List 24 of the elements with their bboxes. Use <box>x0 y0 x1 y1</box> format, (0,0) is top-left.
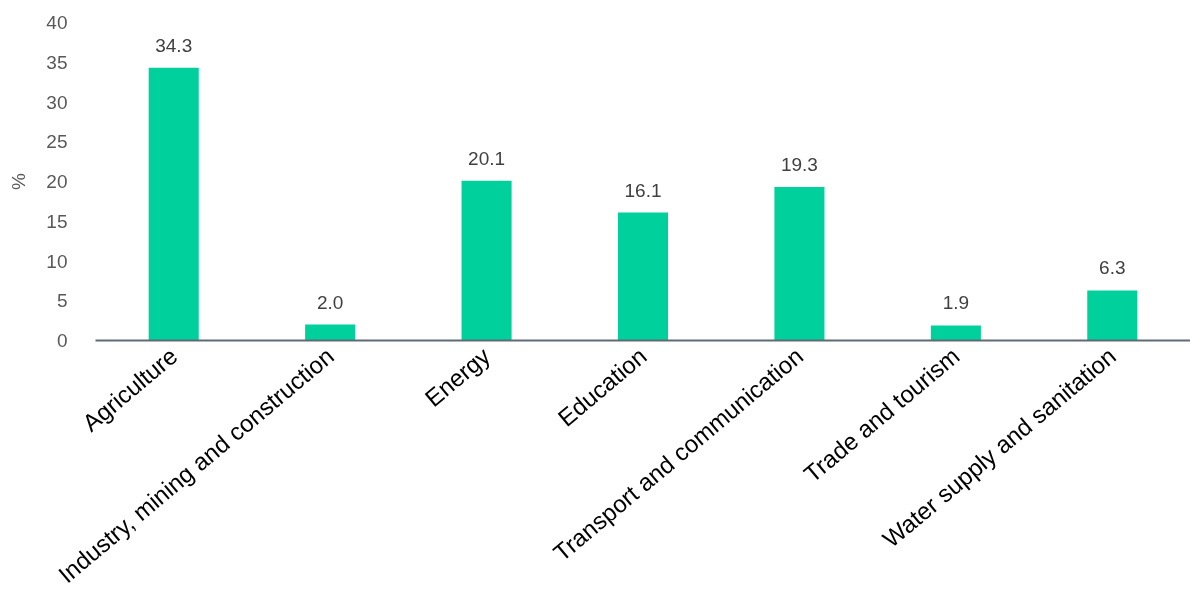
bar <box>617 212 669 341</box>
bar <box>930 325 981 341</box>
data-label: 20.1 <box>468 147 506 169</box>
y-axis-title: % <box>8 172 30 190</box>
y-tick-label: 35 <box>46 51 68 73</box>
bar <box>305 324 356 341</box>
bar <box>774 187 825 341</box>
bar <box>1087 290 1138 341</box>
y-tick-label: 40 <box>46 12 68 33</box>
y-tick-label: 25 <box>46 131 68 153</box>
y-tick-label: 10 <box>46 250 68 272</box>
bar <box>461 180 512 341</box>
data-label: 34.3 <box>155 34 193 56</box>
bar <box>148 67 199 341</box>
data-label: 1.9 <box>942 292 970 314</box>
y-tick-label: 15 <box>46 210 68 232</box>
data-label: 19.3 <box>780 154 818 176</box>
y-tick-label: 20 <box>46 171 68 192</box>
y-tick-label: 30 <box>46 91 68 113</box>
data-label: 6.3 <box>1099 257 1126 279</box>
data-label: 16.1 <box>624 179 662 201</box>
data-label: 2.0 <box>316 291 344 313</box>
y-tick-label: 5 <box>56 290 68 312</box>
y-tick-label: 0 <box>56 330 68 351</box>
